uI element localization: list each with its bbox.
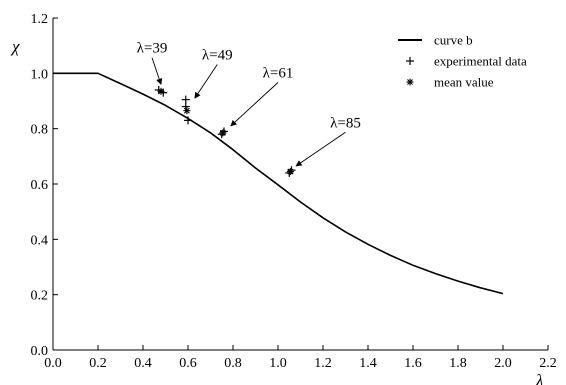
star-d2	[158, 88, 164, 95]
y-tick-label: 0.0	[31, 344, 49, 359]
x-tick-label: 0.4	[134, 356, 152, 371]
mean-value-point	[286, 168, 294, 176]
x-tick-label: 1.0	[269, 356, 287, 371]
annotation-arrow	[295, 131, 346, 167]
mean-value-point	[406, 78, 414, 86]
experimental-data-point	[181, 95, 190, 104]
legend-label: mean value	[434, 75, 494, 90]
x-tick-label: 1.8	[449, 356, 467, 371]
mean-value-point	[219, 129, 227, 137]
annotation-arrow	[151, 57, 163, 85]
x-tick-label: 1.2	[314, 356, 332, 371]
y-axis-label: χ	[10, 37, 20, 56]
x-tick-label: 0.0	[44, 356, 62, 371]
annotation-label: λ=61	[263, 65, 294, 81]
x-axis-label: λ	[535, 371, 543, 385]
experimental-data-point	[184, 116, 192, 125]
curve-b-line	[53, 72, 504, 295]
legend-label: experimental data	[434, 54, 527, 69]
annotations: λ=39 λ=49 λ=61 λ=85	[137, 41, 361, 167]
y-tick-label: 0.6	[31, 178, 49, 193]
x-tick-label: 1.4	[359, 356, 377, 371]
x-tick-label: 1.6	[404, 356, 422, 371]
x-tick-label: 0.2	[89, 356, 107, 371]
y-tick-label: 1.2	[31, 12, 49, 27]
legend: curve b experimental data mean value	[398, 33, 527, 90]
annotation-arrow	[230, 82, 279, 127]
plot-area	[53, 72, 504, 295]
x-tick-label: 0.8	[224, 356, 242, 371]
mean-value-point	[157, 87, 165, 95]
y-axis-ticks: 0.0 0.2 0.4 0.6 0.8 1.0 1.2	[31, 12, 58, 359]
annotation-label: λ=85	[330, 115, 361, 131]
mean-value-point	[183, 107, 191, 115]
annotation-label: λ=49	[202, 48, 233, 64]
y-tick-label: 1.0	[31, 67, 49, 82]
y-tick-label: 0.4	[31, 233, 49, 248]
annotation-label: λ=39	[137, 41, 168, 57]
x-tick-label: 0.6	[179, 356, 197, 371]
experimental-data-point	[406, 57, 414, 65]
star-d2	[407, 79, 413, 85]
annotation-arrow	[194, 64, 218, 99]
y-tick-label: 0.2	[31, 289, 49, 304]
x-axis-ticks: 0.0 0.2 0.4 0.6 0.8 1.0 1.2 1.4 1.6 1.8 2.0 2.2	[44, 345, 557, 371]
legend-label: curve b	[434, 33, 473, 48]
star-d2	[219, 129, 226, 136]
star-d2	[287, 168, 294, 175]
x-tick-label: 2.0	[494, 356, 512, 371]
y-tick-label: 0.8	[31, 123, 49, 138]
x-tick-label: 2.2	[539, 356, 557, 371]
star-d2	[183, 107, 190, 114]
